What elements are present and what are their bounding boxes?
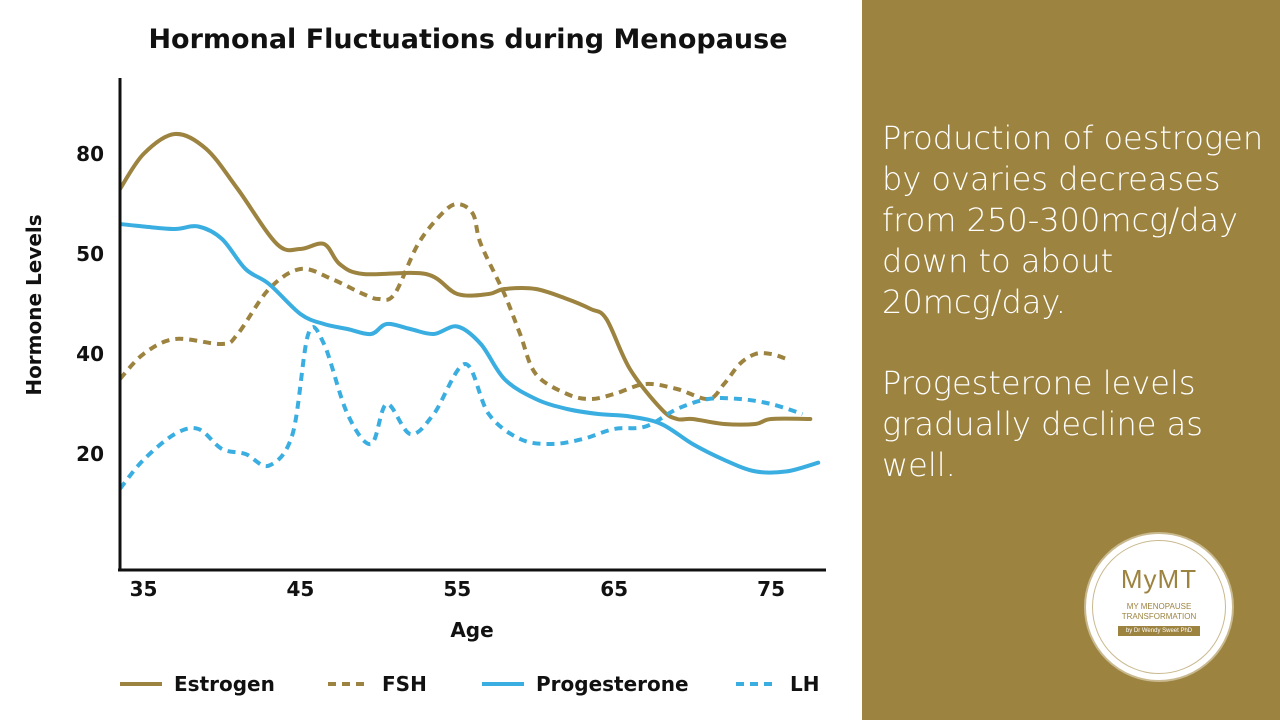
y-tick-label: 20 bbox=[76, 442, 104, 466]
oestrogen-paragraph: Production of oestrogen by ovaries decre… bbox=[882, 119, 1264, 321]
x-tick-labels: 35 45 55 65 75 bbox=[130, 577, 785, 601]
logo-title: MyMT bbox=[1120, 564, 1198, 594]
legend-label-estrogen: Estrogen bbox=[174, 672, 275, 696]
x-tick-label: 75 bbox=[757, 577, 785, 601]
y-tick-label: 40 bbox=[76, 342, 104, 366]
y-tick-labels: 20 40 50 80 bbox=[76, 142, 104, 466]
y-tick-label: 80 bbox=[76, 142, 104, 166]
logo-byline: by Dr Wendy Sweet PhD bbox=[1118, 626, 1200, 636]
y-axis-label: Hormone Levels bbox=[22, 214, 46, 395]
series-line-fsh bbox=[121, 202, 788, 402]
mymt-logo: MyMT MY MENOPAUSE TRANSFORMATION by Dr W… bbox=[1084, 532, 1234, 682]
x-tick-label: 45 bbox=[287, 577, 315, 601]
legend-label-fsh: FSH bbox=[382, 672, 427, 696]
legend-label-lh: LH bbox=[790, 672, 819, 696]
chart-title: Hormonal Fluctuations during Menopause bbox=[148, 24, 787, 55]
series-line-progesterone bbox=[121, 222, 821, 475]
chart: Hormonal Fluctuations during Menopause 3… bbox=[22, 24, 826, 696]
plot-area bbox=[121, 131, 821, 491]
x-tick-label: 55 bbox=[443, 577, 471, 601]
progesterone-paragraph: Progesterone levels gradually decline as… bbox=[882, 364, 1203, 484]
x-tick-label: 65 bbox=[600, 577, 628, 601]
x-axis-label: Age bbox=[450, 618, 493, 642]
legend-label-progesterone: Progesterone bbox=[536, 672, 689, 696]
logo-ring bbox=[1092, 540, 1226, 674]
info-panel: Production of oestrogen by ovaries decre… bbox=[862, 0, 1280, 720]
y-tick-label: 50 bbox=[76, 242, 104, 266]
logo-subtitle: MY MENOPAUSE TRANSFORMATION bbox=[1121, 602, 1197, 621]
x-tick-label: 35 bbox=[130, 577, 158, 601]
panel-text: Production of oestrogen by ovaries decre… bbox=[882, 118, 1272, 526]
series-line-estrogen bbox=[121, 131, 813, 427]
series-line-lh bbox=[121, 325, 804, 491]
legend: Estrogen FSH Progesterone LH bbox=[120, 672, 819, 696]
